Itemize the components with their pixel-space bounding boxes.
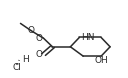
Text: HN: HN <box>81 33 94 42</box>
Text: H: H <box>22 55 29 64</box>
Text: OH: OH <box>94 56 108 65</box>
Text: O: O <box>35 34 42 43</box>
Text: O: O <box>35 50 42 59</box>
Text: Cl: Cl <box>13 63 22 72</box>
Text: O: O <box>27 26 34 35</box>
